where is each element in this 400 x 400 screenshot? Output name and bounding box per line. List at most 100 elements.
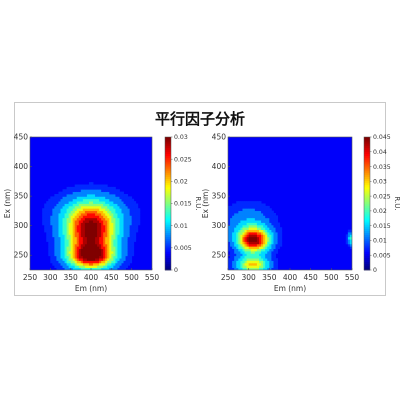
heatmap-cell bbox=[131, 239, 135, 242]
heatmap-cell bbox=[62, 258, 65, 261]
heatmap-cell bbox=[271, 220, 274, 223]
heatmap-cell bbox=[46, 215, 49, 219]
heatmap-cell bbox=[86, 186, 90, 190]
heatmap-cell bbox=[66, 222, 70, 226]
heatmap-cell bbox=[88, 182, 92, 185]
colorbar-segment bbox=[364, 205, 370, 209]
heatmap-cell bbox=[242, 205, 245, 209]
heatmap-cell bbox=[261, 248, 264, 252]
colorbar-segment bbox=[165, 203, 171, 206]
heatmap-cell bbox=[121, 224, 124, 228]
heatmap-cell bbox=[101, 253, 104, 257]
heatmap-cell bbox=[269, 222, 272, 226]
heatmap-cell bbox=[99, 222, 102, 226]
heatmap-cell bbox=[117, 232, 120, 235]
heatmap-cell bbox=[261, 267, 264, 270]
heatmap-cell bbox=[88, 213, 92, 216]
heatmap-cell bbox=[273, 260, 276, 264]
heatmap-cell bbox=[269, 220, 272, 223]
heatmap-cell bbox=[72, 267, 76, 270]
heatmap-cell bbox=[256, 224, 260, 228]
heatmap-cell bbox=[230, 234, 233, 238]
heatmap-cell bbox=[68, 248, 72, 252]
heatmap-cell bbox=[50, 222, 53, 226]
heatmap-cell bbox=[115, 258, 118, 261]
heatmap-cell bbox=[54, 253, 57, 257]
heatmap-cell bbox=[93, 213, 96, 216]
heatmap-cell bbox=[115, 201, 118, 204]
heatmap-cell bbox=[238, 262, 241, 266]
heatmap-cell bbox=[68, 220, 72, 223]
heatmap-cell bbox=[86, 246, 90, 250]
heatmap-cell bbox=[62, 255, 65, 259]
heatmap-cell bbox=[82, 189, 86, 193]
heatmap-cell bbox=[62, 201, 65, 204]
heatmap-cell bbox=[236, 241, 239, 245]
heatmap-cell bbox=[244, 232, 247, 235]
heatmap-cell bbox=[64, 213, 67, 216]
heatmap-cell bbox=[125, 210, 128, 214]
heatmap-cell bbox=[95, 205, 98, 209]
heatmap-cell bbox=[72, 201, 76, 204]
heatmap-cell bbox=[265, 255, 268, 259]
heatmap-cell bbox=[101, 203, 104, 207]
heatmap-cell bbox=[103, 215, 106, 219]
heatmap-cell bbox=[259, 222, 262, 226]
heatmap-cell bbox=[95, 265, 98, 269]
heatmap-cell bbox=[105, 265, 108, 269]
heatmap-cell bbox=[123, 253, 126, 257]
heatmap-cell bbox=[105, 255, 108, 259]
heatmap-cell bbox=[275, 251, 278, 254]
heatmap-cell bbox=[64, 253, 67, 257]
heatmap-cell bbox=[259, 215, 262, 219]
heatmap-cell bbox=[86, 217, 90, 221]
colorbar-segment bbox=[364, 230, 370, 233]
heatmap-cell bbox=[109, 201, 112, 204]
colorbar-tick-label: 0.025 bbox=[373, 193, 391, 200]
heatmap-cell bbox=[86, 265, 90, 269]
heatmap-cell bbox=[109, 229, 112, 233]
heatmap-cell bbox=[66, 239, 70, 242]
heatmap-cell bbox=[117, 241, 120, 245]
heatmap-cell bbox=[111, 251, 114, 254]
heatmap-cell bbox=[123, 222, 126, 226]
heatmap-cell bbox=[263, 210, 266, 214]
heatmap-cell bbox=[93, 260, 96, 264]
heatmap-cell bbox=[117, 251, 120, 254]
heatmap-cell bbox=[117, 243, 120, 247]
heatmap-cell bbox=[46, 232, 49, 235]
heatmap-cell bbox=[48, 251, 51, 254]
heatmap-cell bbox=[279, 232, 283, 235]
heatmap-cell bbox=[252, 213, 256, 216]
heatmap-cell bbox=[236, 227, 239, 231]
colorbar-tick-label: 0.02 bbox=[373, 208, 387, 215]
heatmap-cell bbox=[129, 255, 133, 259]
heatmap-cell bbox=[97, 201, 100, 204]
heatmap-cell bbox=[54, 203, 57, 207]
heatmap-cell bbox=[103, 265, 106, 269]
heatmap-cell bbox=[50, 234, 53, 238]
heatmap-cell bbox=[74, 191, 78, 195]
heatmap-cell bbox=[84, 262, 88, 266]
heatmap-cell bbox=[246, 267, 250, 270]
heatmap-cell bbox=[46, 236, 49, 240]
heatmap-cell bbox=[95, 251, 98, 254]
heatmap-cell bbox=[84, 253, 88, 257]
heatmap-cell bbox=[72, 253, 76, 257]
heatmap-cell bbox=[273, 243, 276, 247]
heatmap-cell bbox=[113, 251, 116, 254]
heatmap-cell bbox=[273, 222, 276, 226]
colorbar-segment bbox=[364, 188, 370, 192]
heatmap-cell bbox=[246, 210, 250, 214]
heatmap-cell bbox=[261, 213, 264, 216]
heatmap-cell bbox=[76, 201, 80, 204]
heatmap-cell bbox=[54, 248, 57, 252]
heatmap-cell bbox=[66, 258, 70, 261]
heatmap-cell bbox=[60, 236, 63, 240]
heatmap-cell bbox=[238, 260, 241, 264]
heatmap-cell bbox=[58, 248, 61, 252]
heatmap-cell bbox=[54, 224, 57, 228]
heatmap-cell bbox=[263, 260, 266, 264]
heatmap-cell bbox=[93, 203, 96, 207]
heatmap-cell bbox=[256, 215, 260, 219]
